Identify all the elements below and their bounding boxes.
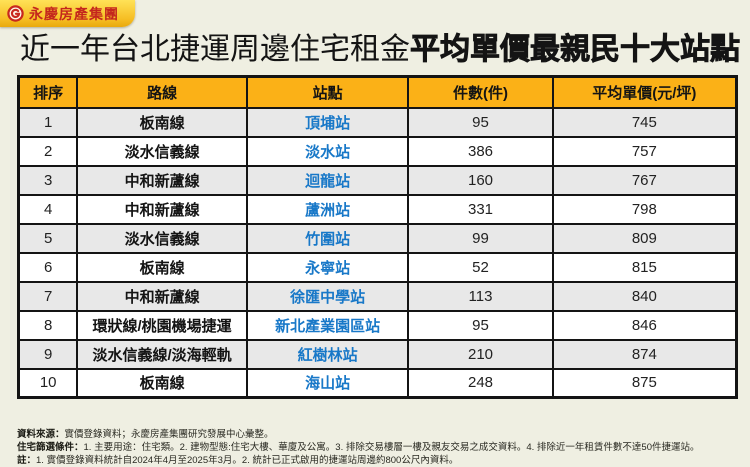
- cell-rank: 3: [17, 164, 79, 196]
- cell-price: 875: [551, 367, 738, 399]
- cell-price: 846: [551, 309, 738, 341]
- table-row: 6 板南線 永寧站 52 815: [17, 251, 738, 283]
- cell-price: 815: [551, 251, 738, 283]
- cell-station: 新北產業園區站: [245, 309, 410, 341]
- cell-rank: 10: [17, 367, 79, 399]
- header-price: 平均單價(元/坪): [551, 75, 738, 109]
- footnote-source-label: 資料來源：: [17, 429, 65, 440]
- cell-line: 板南線: [76, 106, 248, 138]
- cell-count: 210: [407, 338, 554, 370]
- cell-line: 淡水信義線/淡海輕軌: [76, 338, 248, 370]
- footnote-criteria-label: 住宅篩選條件：: [17, 442, 84, 453]
- cell-price: 798: [551, 193, 738, 225]
- cell-line: 環狀線/桃園機場捷運: [76, 309, 248, 341]
- cell-rank: 8: [17, 309, 79, 341]
- footnote-note-text: 1. 實價登錄資料統計自2024年4月至2025年3月。2. 統計已正式啟用的捷…: [36, 455, 459, 466]
- footnote-source: 資料來源：實價登錄資料；永慶房產集團研究發展中心彙整。: [17, 428, 736, 441]
- table-row: 1 板南線 頂埔站 95 745: [17, 106, 738, 138]
- cell-count: 248: [407, 367, 554, 399]
- cell-line: 中和新蘆線: [76, 164, 248, 196]
- cell-station: 迴龍站: [245, 164, 410, 196]
- yungching-swirl-icon: [7, 5, 24, 22]
- table-row: 7 中和新蘆線 徐匯中學站 113 840: [17, 280, 738, 312]
- table-row: 5 淡水信義線 竹圍站 99 809: [17, 222, 738, 254]
- cell-price: 745: [551, 106, 738, 138]
- table-row: 10 板南線 海山站 248 875: [17, 367, 738, 399]
- footnotes: 資料來源：實價登錄資料；永慶房產集團研究發展中心彙整。 住宅篩選條件：1. 主要…: [17, 428, 736, 467]
- brand-badge: 永慶房產集團: [0, 0, 135, 27]
- page-title: 近一年台北捷運周邊住宅租金平均單價最親民十大站點: [20, 31, 740, 69]
- cell-count: 331: [407, 193, 554, 225]
- cell-count: 386: [407, 135, 554, 167]
- cell-count: 160: [407, 164, 554, 196]
- brand-name: 永慶房產集團: [29, 5, 119, 22]
- cell-station: 徐匯中學站: [245, 280, 410, 312]
- cell-rank: 7: [17, 280, 79, 312]
- footnote-note: 註：1. 實價登錄資料統計自2024年4月至2025年3月。2. 統計已正式啟用…: [17, 454, 736, 467]
- cell-price: 809: [551, 222, 738, 254]
- table-row: 3 中和新蘆線 迴龍站 160 767: [17, 164, 738, 196]
- table-body: 1 板南線 頂埔站 95 745 2 淡水信義線 淡水站 386 757 3 中…: [17, 106, 738, 399]
- cell-station: 永寧站: [245, 251, 410, 283]
- footnote-note-label: 註：: [17, 455, 37, 466]
- cell-count: 113: [407, 280, 554, 312]
- cell-rank: 1: [17, 106, 79, 138]
- cell-rank: 9: [17, 338, 79, 370]
- cell-count: 95: [407, 309, 554, 341]
- cell-rank: 4: [17, 193, 79, 225]
- table-row: 2 淡水信義線 淡水站 386 757: [17, 135, 738, 167]
- cell-price: 840: [551, 280, 738, 312]
- header-station: 站點: [245, 75, 410, 109]
- cell-line: 中和新蘆線: [76, 193, 248, 225]
- table-row: 4 中和新蘆線 蘆洲站 331 798: [17, 193, 738, 225]
- cell-station: 竹圍站: [245, 222, 410, 254]
- cell-line: 淡水信義線: [76, 222, 248, 254]
- header-count: 件數(件): [407, 75, 554, 109]
- cell-line: 中和新蘆線: [76, 280, 248, 312]
- footnote-criteria-text: 1. 主要用途：住宅類。2. 建物型態:住宅大樓、華廈及公寓。3. 排除交易樓層…: [83, 442, 700, 453]
- table-row: 9 淡水信義線/淡海輕軌 紅樹林站 210 874: [17, 338, 738, 370]
- title-bold-part: 平均單價最親民十大站點: [410, 33, 741, 67]
- rent-ranking-table: 排序 路線 站點 件數(件) 平均單價(元/坪) 1 板南線 頂埔站 95 74…: [17, 75, 738, 399]
- cell-station: 海山站: [245, 367, 410, 399]
- footnote-source-text: 實價登錄資料；永慶房產集團研究發展中心彙整。: [64, 429, 274, 440]
- table-header-row: 排序 路線 站點 件數(件) 平均單價(元/坪): [17, 75, 738, 109]
- cell-count: 95: [407, 106, 554, 138]
- header-rank: 排序: [17, 75, 79, 109]
- header-line: 路線: [76, 75, 248, 109]
- cell-rank: 2: [17, 135, 79, 167]
- cell-rank: 6: [17, 251, 79, 283]
- cell-station: 頂埔站: [245, 106, 410, 138]
- cell-price: 767: [551, 164, 738, 196]
- table-row: 8 環狀線/桃園機場捷運 新北產業園區站 95 846: [17, 309, 738, 341]
- cell-price: 874: [551, 338, 738, 370]
- cell-station: 蘆洲站: [245, 193, 410, 225]
- footnote-criteria: 住宅篩選條件：1. 主要用途：住宅類。2. 建物型態:住宅大樓、華廈及公寓。3.…: [17, 441, 736, 454]
- cell-line: 板南線: [76, 367, 248, 399]
- title-regular-part: 近一年台北捷運周邊住宅租金: [20, 33, 410, 66]
- cell-line: 板南線: [76, 251, 248, 283]
- cell-price: 757: [551, 135, 738, 167]
- cell-rank: 5: [17, 222, 79, 254]
- cell-line: 淡水信義線: [76, 135, 248, 167]
- cell-station: 淡水站: [245, 135, 410, 167]
- cell-count: 52: [407, 251, 554, 283]
- cell-count: 99: [407, 222, 554, 254]
- cell-station: 紅樹林站: [245, 338, 410, 370]
